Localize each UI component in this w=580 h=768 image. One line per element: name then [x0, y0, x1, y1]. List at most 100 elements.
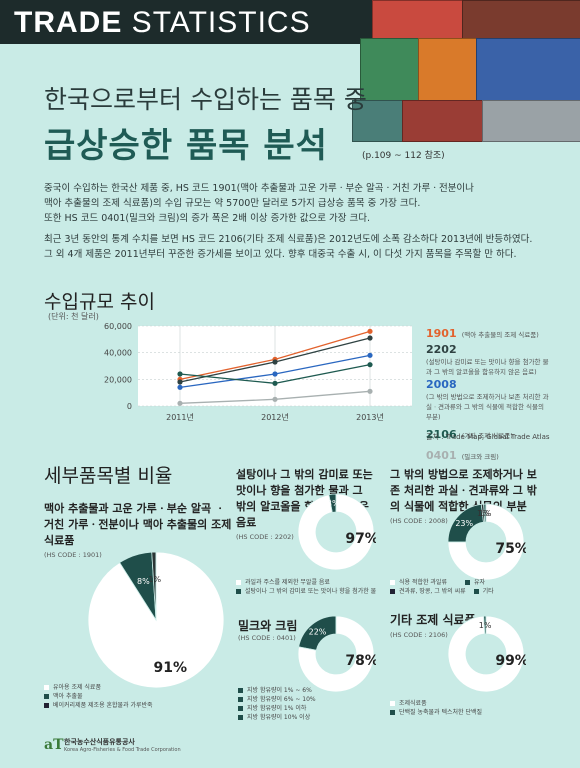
header-title: TRADE STATISTICS	[14, 6, 311, 40]
pie4-legend-item-1: 지방 함유량이 1% ~ 6%	[238, 686, 316, 695]
pie1-hs-code: (HS CODE : 1901)	[44, 551, 102, 559]
legend-code-2008: 2008	[426, 378, 457, 391]
legend-entry-2008: 2008 (그 밖의 방법으로 조제하거나 보존 처리한 과실ㆍ견과류와 그 밖의…	[426, 378, 550, 421]
pie-section-heading: 세부품목별 비율	[44, 465, 173, 487]
pie5-legend-text-2: 단백질 농축물과 텍스처한 단백질	[399, 709, 483, 716]
pie2-legend-item-1: 과일과 주스를 제외한 무알콜 음료	[236, 578, 376, 587]
pie5-title: 기타 조제 식료품	[390, 613, 476, 627]
pie3-legend-text-1: 식용 적합한 과일류	[399, 579, 447, 586]
pie-label: 8%	[137, 577, 150, 586]
pie3-legend-row-1: 식용 적합한 과일류 유자	[390, 578, 494, 587]
pie2-legend-text-1: 과일과 주스를 제외한 무알콜 음료	[245, 579, 330, 586]
data-point-2106	[367, 362, 373, 368]
pie4-title: 밀크와 크림	[238, 619, 298, 633]
pie4-legend: 지방 함유량이 1% ~ 6% 지방 함유량이 6% ~ 10% 지방 함유량이…	[238, 686, 316, 722]
data-point-2008	[367, 352, 373, 358]
pie-label: 1%	[479, 509, 492, 518]
pie-label: 1%	[477, 509, 490, 518]
pie-slice	[87, 551, 225, 689]
pie1-legend-text-1: 유아용 조제 식료품	[53, 684, 101, 691]
pie-slice	[297, 493, 375, 571]
page-reference: (p.109 ~ 112 참조)	[362, 151, 445, 161]
legend-desc-0401: (밀크와 크림)	[461, 453, 499, 461]
x-tick-label: 2011년	[166, 412, 194, 422]
legend-entry-2106: 2106 (기타 조제 식료품)	[426, 423, 550, 442]
source-note: 출처 : Trade Map, Global Trade Atlas	[426, 433, 550, 441]
pie-label: 75%	[495, 541, 526, 557]
pie2-hs-code: (HS CODE : 2202)	[236, 533, 294, 541]
intro-line-4: 최근 3년 동안의 통계 수치를 보면 HS 코드 2106(기타 조제 식료품…	[44, 234, 533, 245]
pie5-legend: 조제식료품 단백질 농축물과 텍스처한 단백질	[390, 699, 482, 717]
intro-line-3: 또한 HS 코드 0401(밀크와 크림)의 증가 폭은 2배 이상 증가한 값…	[44, 213, 371, 224]
pie-slice	[447, 503, 525, 581]
pie4-legend-text-3: 지방 함유량이 1% 이하	[247, 705, 307, 712]
pie1-legend-text-2: 맥아 추출물	[53, 693, 83, 700]
line-legend: 1901 (맥아 추출물의 조제 식료품) 2202 (설탕이나 감미료 또는 맛…	[426, 322, 550, 463]
legend-desc-2008: (그 밖의 방법으로 조제하거나 보존 처리한 과실ㆍ견과류와 그 밖의 식물에…	[426, 393, 549, 421]
legend-code-2106: 2106	[426, 428, 457, 441]
pie4-legend-item-4: 지방 함유량이 10% 이상	[238, 713, 316, 722]
data-point-0401	[272, 396, 278, 402]
data-point-0401	[367, 388, 373, 394]
pie5-legend-text-1: 조제식료품	[399, 700, 427, 707]
pie1-legend-item-1: 유아용 조제 식료품	[44, 683, 153, 692]
shipping-containers-illustration	[352, 0, 580, 150]
data-point-2202	[367, 335, 373, 341]
pie3-legend-text-2: 유자	[473, 579, 486, 586]
header-title-bold: TRADE	[14, 6, 123, 39]
intro-line-1: 중국이 수입하는 한국산 제품 중, HS 코드 1901(맥아 추출물과 고운…	[44, 183, 474, 194]
pie4-legend-text-1: 지방 함유량이 1% ~ 6%	[247, 687, 312, 694]
y-tick-label: 40,000	[104, 349, 132, 358]
pie-slice	[447, 615, 525, 693]
line-chart: 0 20,000 40,000 60,000 2011년 2012년 2013년	[104, 322, 412, 422]
pie1-title: 맥아 추출물과 고운 가루ㆍ부순 알곡 ㆍ거친 가루ㆍ전분이나 맥아 추출물의 …	[44, 502, 232, 547]
pie-label: 99%	[495, 653, 526, 669]
legend-desc-2106: (기타 조제 식료품)	[461, 432, 513, 440]
title-line1: 한국으로부터 수입하는 품목 중	[44, 85, 367, 114]
data-point-2008	[272, 371, 278, 377]
pie3-legend-text-3: 견과류, 땅콩, 그 밖의 씨류	[399, 588, 466, 595]
pie-slice	[297, 615, 375, 693]
data-point-2008	[177, 384, 183, 390]
legend-desc-1901: (맥아 추출물의 조제 식료품)	[461, 331, 539, 339]
pie2-legend-text-2: 설탕이나 그 밖의 감미료 또는 맛이나 향을 첨가한 물	[245, 588, 377, 595]
pie3-legend-item-2: 유자	[464, 579, 486, 586]
pie-label: 23%	[455, 519, 473, 528]
legend-entry-0401: 0401 (밀크와 크림)	[426, 444, 550, 463]
y-tick-label: 0	[127, 402, 132, 411]
pie4-legend-item-2: 지방 함유량이 6% ~ 10%	[238, 695, 316, 704]
footer-org: 한국농수산식품유통공사	[64, 738, 135, 746]
legend-code-0401: 0401	[426, 449, 457, 462]
legend-code-1901: 1901	[426, 327, 457, 340]
title-line2: 급상승한 품목 분석	[44, 126, 328, 166]
intro-line-2: 맥아 추출물의 조제 식료품)의 수입 규모는 약 5700만 달러로 5가지 …	[44, 198, 421, 209]
pie-label: 1%	[479, 621, 492, 630]
pie-label: 97%	[345, 531, 376, 547]
pie2-legend-item-2: 설탕이나 그 밖의 감미료 또는 맛이나 향을 첨가한 물	[236, 587, 376, 596]
pie3-legend-text-4: 기타	[482, 588, 494, 595]
intro-line-5: 그 외 4개 제품은 2011년부터 꾸준한 증가세를 보이고 있다. 향후 대…	[44, 249, 517, 260]
pie3-legend-item-4: 기타	[473, 588, 494, 595]
pie-label: 78%	[345, 653, 376, 669]
pie-label: 91%	[153, 660, 187, 676]
pie3-legend-item-1: 식용 적합한 과일류	[390, 579, 447, 586]
data-point-1901	[367, 328, 373, 334]
header-title-light: STATISTICS	[122, 6, 311, 39]
pie1-chart: 91% 8%1%	[87, 551, 225, 689]
legend-entry-1901: 1901 (맥아 추출물의 조제 식료품)	[426, 322, 550, 341]
legend-code-2202: 2202	[426, 343, 457, 356]
pie4-hs-code: (HS CODE : 0401)	[238, 634, 296, 642]
y-tick-label: 60,000	[104, 322, 132, 331]
line-section-heading: 수입규모 추이	[44, 291, 155, 313]
pie4-chart: 78% 22%	[297, 615, 376, 693]
pie1-legend-text-3: 베이커리제품 제조용 혼합물과 가루반죽	[53, 702, 153, 709]
y-tick-label: 20,000	[104, 375, 132, 384]
pie-label: 3%	[327, 499, 340, 508]
pie3-hs-code: (HS CODE : 2008)	[390, 517, 448, 525]
pie4-legend-text-4: 지방 함유량이 10% 이상	[247, 714, 311, 721]
x-tick-label: 2012년	[261, 412, 289, 422]
pie5-hs-code: (HS CODE : 2106)	[390, 631, 448, 639]
x-tick-label: 2013년	[356, 412, 384, 422]
pie5-chart: 99% 1%	[447, 615, 526, 693]
pie-label: 22%	[309, 628, 327, 637]
